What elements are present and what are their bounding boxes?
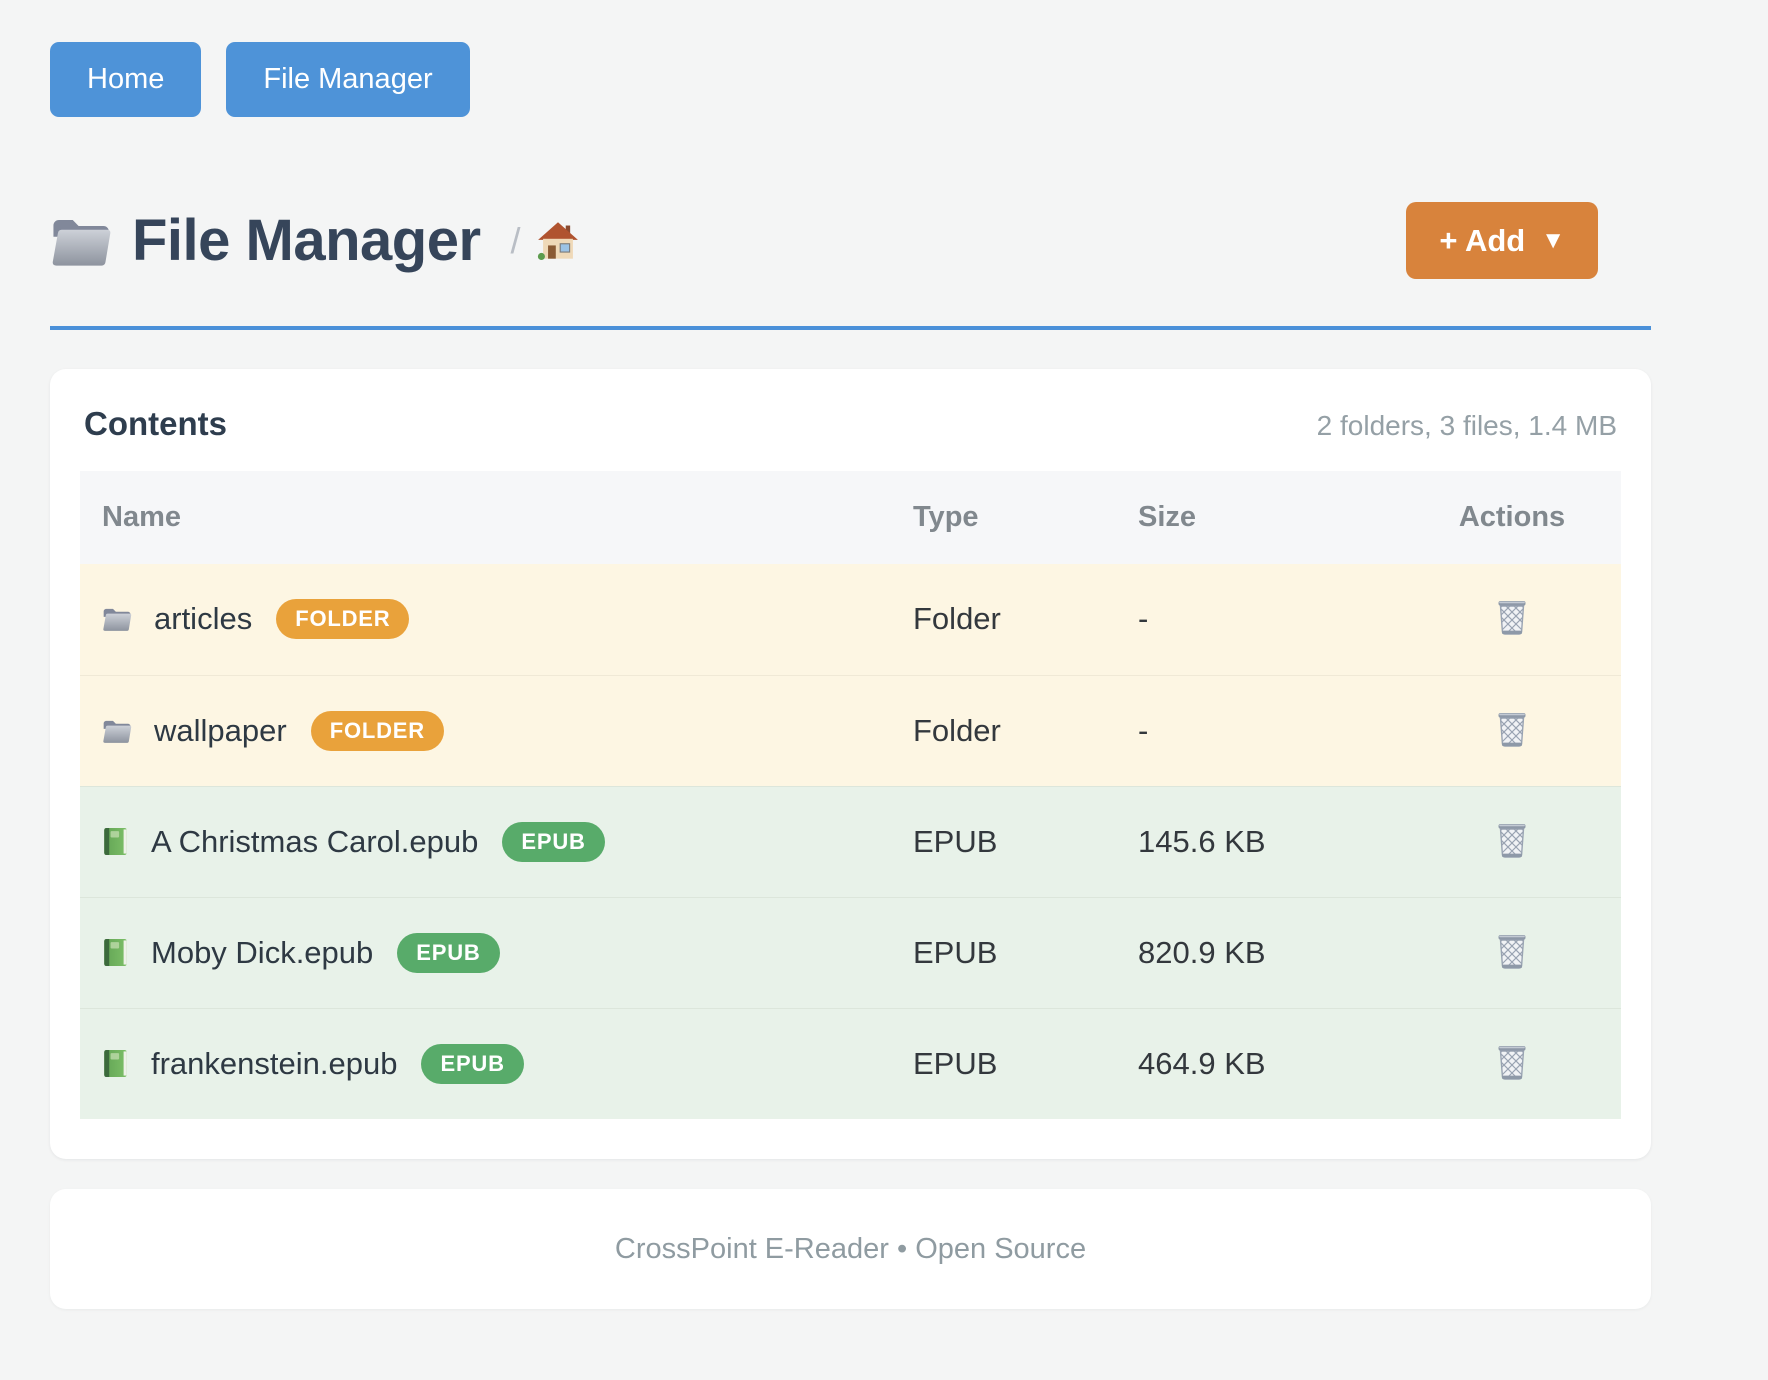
item-name[interactable]: A Christmas Carol.epub (151, 823, 479, 859)
item-type: Folder (913, 601, 1001, 637)
book-icon (102, 938, 129, 967)
column-header-name: Name (80, 471, 913, 564)
type-badge: FOLDER (276, 599, 410, 640)
footer-text: CrossPoint E-Reader • Open Source (614, 1232, 1087, 1265)
contents-card: Contents 2 folders, 3 files, 1.4 MB Name… (50, 369, 1651, 1159)
house-icon (537, 221, 579, 261)
page: Home File Manager File Manager / + Add ▼… (50, 0, 1651, 1309)
delete-button[interactable] (1490, 928, 1534, 974)
folder-icon (102, 717, 132, 745)
nav-home-button[interactable]: Home (50, 42, 202, 117)
type-badge: FOLDER (310, 710, 444, 751)
book-icon (102, 827, 129, 856)
item-size: - (1138, 674, 1403, 786)
delete-button[interactable] (1490, 817, 1534, 863)
page-header: File Manager / + Add ▼ (50, 202, 1651, 279)
item-type: EPUB (913, 1007, 1138, 1119)
delete-button[interactable] (1490, 1039, 1534, 1085)
item-size: 464.9 KB (1138, 1007, 1403, 1119)
item-size: 820.9 KB (1138, 896, 1403, 1008)
book-icon (102, 1049, 129, 1078)
column-header-size: Size (1138, 471, 1403, 564)
add-button-label: + Add (1439, 223, 1526, 258)
trash-icon (1494, 932, 1530, 970)
type-badge: EPUB (397, 932, 500, 973)
table-header-row: Name Type Size Actions (80, 471, 1621, 564)
item-type: EPUB (913, 896, 1138, 1008)
table-row-christmas-carol[interactable]: A Christmas Carol.epub EPUB EPUB 145.6 K… (80, 785, 1621, 897)
item-name[interactable]: wallpaper (154, 712, 287, 748)
folder-icon (102, 605, 132, 633)
item-size: - (1138, 601, 1149, 637)
contents-heading: Contents (84, 405, 227, 442)
trash-icon (1494, 1043, 1530, 1081)
column-header-actions: Actions (1403, 471, 1621, 564)
item-name[interactable]: articles (154, 601, 253, 637)
contents-card-header: Contents 2 folders, 3 files, 1.4 MB (80, 401, 1621, 443)
trash-icon (1494, 710, 1530, 748)
folder-icon (50, 215, 112, 267)
chevron-down-icon: ▼ (1541, 226, 1565, 254)
item-size: 145.6 KB (1138, 785, 1403, 897)
breadcrumb-home-button[interactable] (537, 221, 579, 261)
trash-icon (1494, 598, 1530, 636)
delete-button[interactable] (1490, 594, 1534, 640)
type-badge: EPUB (502, 821, 605, 862)
footer: CrossPoint E-Reader • Open Source (50, 1189, 1651, 1309)
item-type: EPUB (913, 785, 1138, 897)
table-row-frankenstein[interactable]: frankenstein.epub EPUB EPUB 464.9 KB (80, 1007, 1621, 1119)
column-header-type: Type (913, 471, 1138, 564)
page-title: File Manager (132, 208, 481, 273)
top-nav: Home File Manager (50, 42, 1651, 117)
delete-button[interactable] (1490, 706, 1534, 752)
table-row-articles[interactable]: articles FOLDER Folder - (80, 564, 1621, 675)
add-button[interactable]: + Add ▼ (1406, 202, 1598, 279)
breadcrumb-separator: / (510, 219, 521, 261)
item-name[interactable]: frankenstein.epub (151, 1045, 398, 1081)
table-row-moby-dick[interactable]: Moby Dick.epub EPUB EPUB 820.9 KB (80, 896, 1621, 1008)
item-name[interactable]: Moby Dick.epub (151, 934, 374, 970)
contents-summary: 2 folders, 3 files, 1.4 MB (1316, 410, 1617, 441)
file-table: Name Type Size Actions articles FOLDER F… (80, 471, 1621, 1119)
trash-icon (1494, 821, 1530, 859)
item-type: Folder (913, 674, 1138, 786)
table-row-wallpaper[interactable]: wallpaper FOLDER Folder - (80, 674, 1621, 786)
nav-file-manager-button[interactable]: File Manager (226, 42, 470, 117)
header-divider (50, 326, 1651, 330)
type-badge: EPUB (421, 1043, 524, 1084)
